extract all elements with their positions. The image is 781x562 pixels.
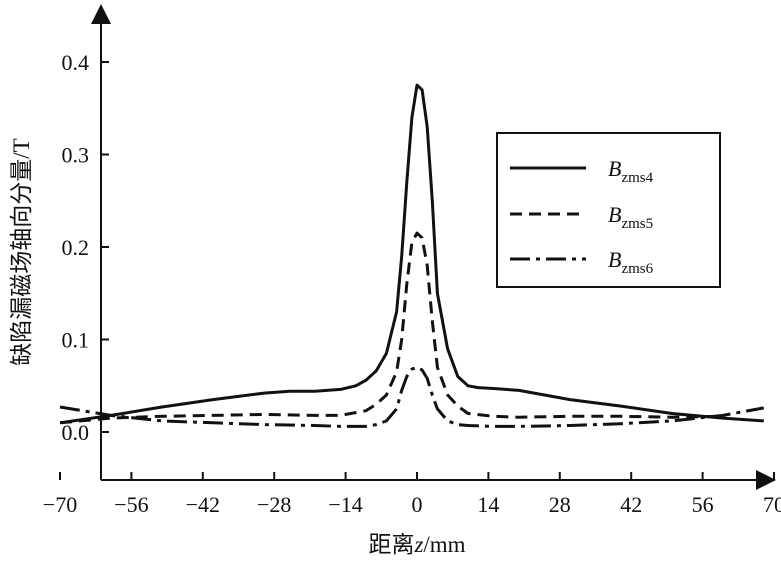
y-axis-title: 缺陷漏磁场轴向分量/T	[9, 138, 34, 365]
x-tick-label: −70	[43, 492, 77, 517]
x-tick-label: 0	[412, 492, 423, 517]
x-tick-label: −56	[114, 492, 148, 517]
axes: 0.0 0.1 0.2 0.3 0.4 −70 −56 −42 −28 −14 0 14 28 42 56 7…	[9, 4, 781, 557]
y-tick-label: 0.4	[62, 50, 90, 75]
x-tick-label: −28	[257, 492, 291, 517]
y-tick-label: 0.2	[62, 235, 90, 260]
x-tick-label: −42	[186, 492, 220, 517]
legend-label-ms4: Bzms4	[608, 156, 654, 186]
legend: Bzms4 Bzms5 Bzms6	[496, 132, 721, 288]
x-axis-title: 距离z/mm	[368, 532, 465, 557]
series-line-ms5	[59, 231, 724, 425]
y-tick-label: 0.1	[62, 328, 90, 353]
y-tick-label: 0.0	[62, 420, 90, 445]
legend-label-ms5: Bzms5	[608, 202, 653, 232]
plot-lines	[59, 83, 765, 428]
x-tick-label: 70	[763, 492, 781, 517]
x-tick-label: 14	[477, 492, 499, 517]
series-line-ms4	[59, 83, 764, 425]
x-tick-label: 42	[620, 492, 642, 517]
legend-label-ms6: Bzms6	[608, 247, 654, 277]
legend-box	[496, 132, 721, 288]
x-tick-label: −14	[328, 492, 362, 517]
series-line-ms6	[59, 365, 765, 428]
y-tick-label: 0.3	[62, 143, 90, 168]
x-tick-label: 28	[549, 492, 571, 517]
x-tick-label: 56	[692, 492, 714, 517]
